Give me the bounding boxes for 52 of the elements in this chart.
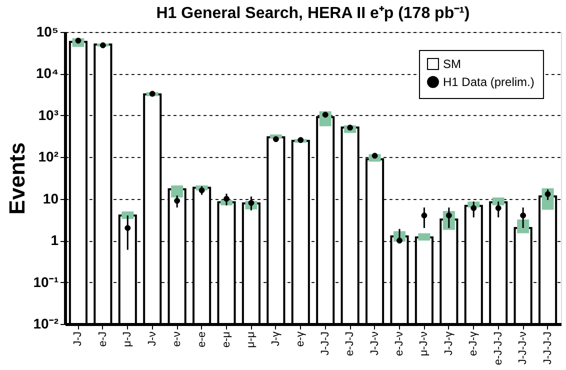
x-tick-label: J-ν [146, 331, 158, 346]
x-tick-label: e-J-ν [393, 331, 406, 356]
legend-label: H1 Data (prelim.) [443, 75, 534, 89]
x-tick-label: J-J-J-J [542, 332, 554, 364]
point [198, 187, 205, 194]
point [544, 191, 551, 198]
y-axis-title: Events [4, 142, 30, 215]
point [446, 212, 452, 218]
point [100, 42, 106, 48]
x-tick-label: e-J-J-J [492, 332, 504, 366]
point [124, 225, 131, 231]
x-tick-label: J-J-J [319, 332, 332, 356]
point [174, 198, 180, 204]
point [298, 137, 304, 144]
x-tick-label: e-J-J [344, 332, 356, 356]
chart-title: H1 General Search, HERA II e⁺p (178 pb⁻¹) [156, 5, 470, 22]
x-tick-label: J-J [72, 332, 84, 346]
point [75, 38, 82, 44]
x-tick-label: μ-μ [245, 332, 258, 348]
point [347, 124, 354, 131]
x-tick-label: e-ν [171, 331, 184, 347]
y-tick-label: 1 [50, 232, 59, 248]
point [421, 212, 428, 218]
y-tick-label: 10³ [38, 106, 59, 123]
x-tick-label: e-J-γ [468, 331, 480, 356]
point [224, 196, 230, 202]
y-tick-label: 10⁴ [36, 65, 59, 82]
x-tick-label: J-J-J-ν [517, 331, 530, 364]
point [272, 136, 279, 142]
x-tick-label: e-J [96, 332, 109, 347]
legend-label: SM [443, 57, 462, 71]
point [520, 212, 526, 218]
y-tick-label: 10² [38, 148, 59, 165]
point [149, 90, 156, 97]
x-tick-label: J-J-γ [442, 331, 455, 356]
point [248, 200, 254, 206]
y-tick-label: 10 [42, 190, 59, 206]
x-tick-label: J-J-ν [368, 331, 381, 356]
y-tick-label: 10⁻¹ [33, 274, 59, 290]
y-tick-label: 10⁻² [33, 316, 59, 332]
x-tick-label: e-γ [294, 331, 307, 347]
x-tick-label: e-e [196, 332, 208, 348]
x-tick-label: J-γ [270, 331, 282, 346]
point [322, 112, 328, 118]
point [495, 205, 502, 212]
point [470, 205, 477, 212]
x-tick-label: e-μ [220, 332, 233, 348]
x-tick-label: μ-J [122, 332, 134, 348]
point [372, 152, 378, 159]
point [396, 238, 402, 244]
x-tick-label: μ-J-ν [418, 331, 430, 356]
y-tick-label: 10⁵ [36, 24, 58, 40]
